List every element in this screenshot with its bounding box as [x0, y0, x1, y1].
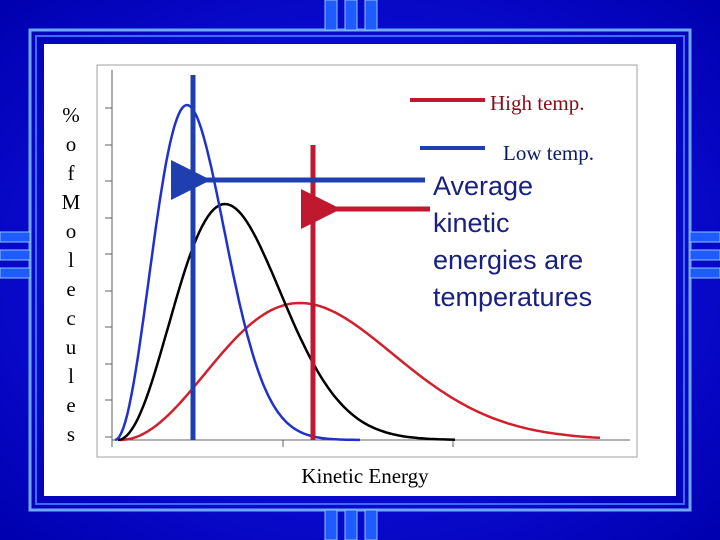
y-axis-label-letter: l [68, 248, 74, 272]
y-axis-label-letter: o [66, 132, 77, 156]
y-axis-label-letter: c [66, 306, 75, 330]
annotation-line: kinetic [433, 208, 510, 238]
mid-temp-curve [117, 202, 456, 442]
high-temp-curve [119, 301, 601, 442]
x-axis-label: Kinetic Energy [301, 464, 429, 488]
y-axis-label-letter: l [68, 364, 74, 388]
annotation-line: energies are [433, 245, 583, 275]
legend-label: Low temp. [503, 141, 594, 165]
annotation-line: Average [433, 171, 533, 201]
legend-label: High temp. [490, 91, 585, 115]
frame-border [35, 35, 685, 505]
y-axis-label-letter: % [62, 103, 80, 127]
y-axis-label-letter: u [66, 335, 77, 359]
y-axis-label-letter: M [62, 190, 81, 214]
y-axis-label-letter: o [66, 219, 77, 243]
annotation: Average kinetic energies are temperatures [433, 171, 592, 312]
y-axis-label-letter: f [68, 161, 75, 185]
y-axis-label-letter: e [66, 393, 75, 417]
axes [105, 70, 630, 447]
low-temp-curve [114, 103, 360, 442]
annotation-line: temperatures [433, 282, 592, 312]
y-axis-label-letter: s [67, 422, 75, 446]
y-axis-label-letter: e [66, 277, 75, 301]
